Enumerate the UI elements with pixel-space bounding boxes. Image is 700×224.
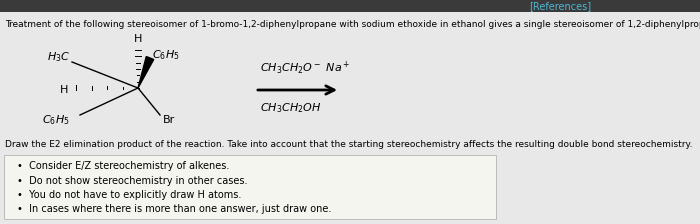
Text: $CH_3CH_2O^-\ Na^+$: $CH_3CH_2O^-\ Na^+$ — [260, 59, 351, 77]
Text: •  In cases where there is more than one answer, just draw one.: • In cases where there is more than one … — [17, 205, 331, 215]
Text: Treatment of the following stereoisomer of 1-bromo-1,2-diphenylpropane with sodi: Treatment of the following stereoisomer … — [5, 20, 700, 29]
Text: Draw the E2 elimination product of the reaction. Take into account that the star: Draw the E2 elimination product of the r… — [5, 140, 692, 149]
Polygon shape — [138, 56, 154, 88]
Bar — [0, 0, 700, 12]
Text: •  You do not have to explicitly draw H atoms.: • You do not have to explicitly draw H a… — [17, 190, 241, 200]
Text: H: H — [134, 34, 142, 44]
Text: H: H — [60, 85, 68, 95]
Text: •  Consider E/Z stereochemistry of alkenes.: • Consider E/Z stereochemistry of alkene… — [17, 161, 230, 171]
FancyBboxPatch shape — [4, 155, 496, 219]
Text: Br: Br — [163, 115, 175, 125]
Text: $C_6H_5$: $C_6H_5$ — [43, 113, 70, 127]
Text: $C_6H_5$: $C_6H_5$ — [152, 48, 180, 62]
Text: $CH_3CH_2OH$: $CH_3CH_2OH$ — [260, 101, 321, 115]
Text: $H_3C$: $H_3C$ — [47, 50, 70, 64]
Text: •  Do not show stereochemistry in other cases.: • Do not show stereochemistry in other c… — [17, 175, 248, 185]
Text: [References]: [References] — [529, 1, 591, 11]
